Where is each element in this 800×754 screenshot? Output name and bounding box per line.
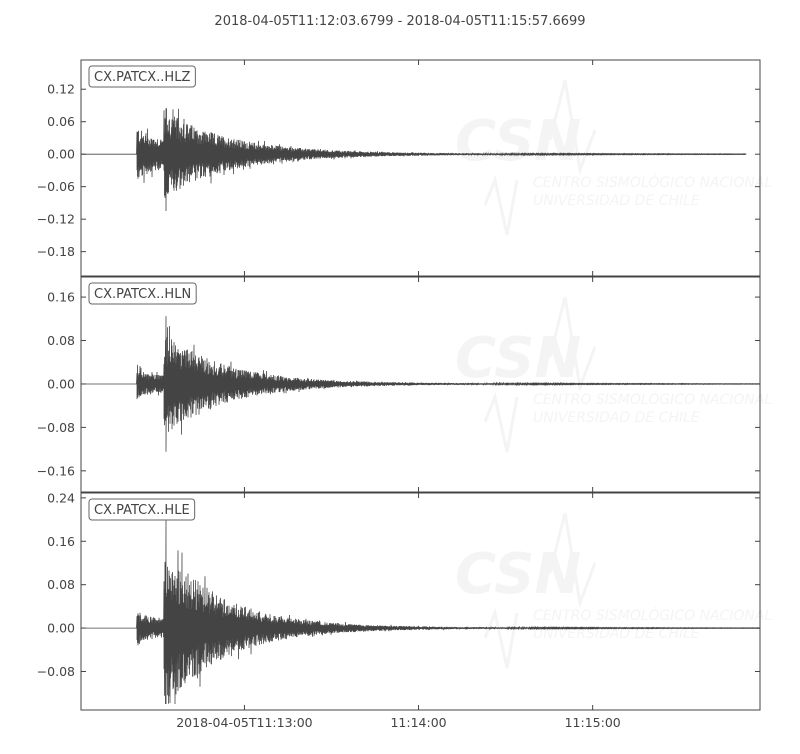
y-tick-label: −0.06 — [37, 179, 75, 194]
y-tick-label: 0.24 — [47, 490, 75, 505]
y-tick-label: 0.12 — [47, 82, 75, 97]
y-tick-label: 0.16 — [47, 534, 75, 549]
axes-frame — [80, 492, 761, 711]
y-tick-label: −0.08 — [37, 420, 75, 435]
watermark-logo: CSN — [455, 542, 581, 607]
y-tick-label: 0.00 — [47, 376, 75, 391]
channel-label: CX.PATCX..HLN — [94, 287, 191, 302]
y-tick-label: 0.00 — [47, 147, 75, 162]
watermark-line2: UNIVERSIDAD DE CHILE — [533, 410, 700, 426]
watermark-line1: CENTRO SISMOLÓGICO NACIONAL — [533, 173, 772, 191]
axes-frame — [80, 59, 761, 277]
waveform-CX.PATCX..HLN — [81, 316, 761, 452]
watermark-logo: CSN — [455, 109, 581, 174]
channel-label-box — [88, 282, 197, 305]
x-tick-label: 2018-04-05T11:13:00 — [176, 715, 312, 730]
watermark-wave-icon — [548, 512, 597, 609]
figure-title: 2018-04-05T11:12:03.6799 - 2018-04-05T11… — [214, 14, 585, 29]
y-tick-label: −0.16 — [37, 463, 75, 478]
watermark-wave-icon — [548, 79, 597, 176]
watermark-wave-icon — [483, 607, 519, 669]
waveform-CX.PATCX..HLE — [81, 519, 761, 705]
x-tick-label: 11:15:00 — [565, 715, 621, 730]
watermark-line2: UNIVERSIDAD DE CHILE — [533, 626, 700, 642]
y-tick-label: 0.06 — [47, 114, 75, 129]
watermark-wave-icon — [483, 174, 519, 236]
y-tick-label: −0.12 — [37, 212, 75, 227]
axes-frame — [80, 276, 761, 493]
channel-label: CX.PATCX..HLE — [94, 503, 190, 518]
watermark-wave-icon — [548, 296, 597, 393]
watermark-wave-icon — [483, 391, 519, 453]
y-tick-label: 0.08 — [47, 333, 75, 348]
x-tick-label: 11:14:00 — [390, 715, 446, 730]
channel-label: CX.PATCX..HLZ — [94, 70, 190, 85]
y-tick-label: −0.08 — [37, 664, 75, 679]
y-tick-label: 0.00 — [47, 621, 75, 636]
channel-label-box — [88, 65, 196, 88]
y-tick-label: 0.08 — [47, 577, 75, 592]
y-tick-label: −0.18 — [37, 244, 75, 259]
watermark-line1: CENTRO SISMOLÓGICO NACIONAL — [533, 390, 772, 408]
watermark-line2: UNIVERSIDAD DE CHILE — [533, 193, 700, 209]
watermark-line1: CENTRO SISMOLÓGICO NACIONAL — [533, 606, 772, 624]
waveform-CX.PATCX..HLZ — [81, 108, 747, 212]
y-tick-label: 0.16 — [47, 290, 75, 305]
channel-label-box — [88, 498, 196, 521]
watermark-logo: CSN — [455, 326, 581, 391]
